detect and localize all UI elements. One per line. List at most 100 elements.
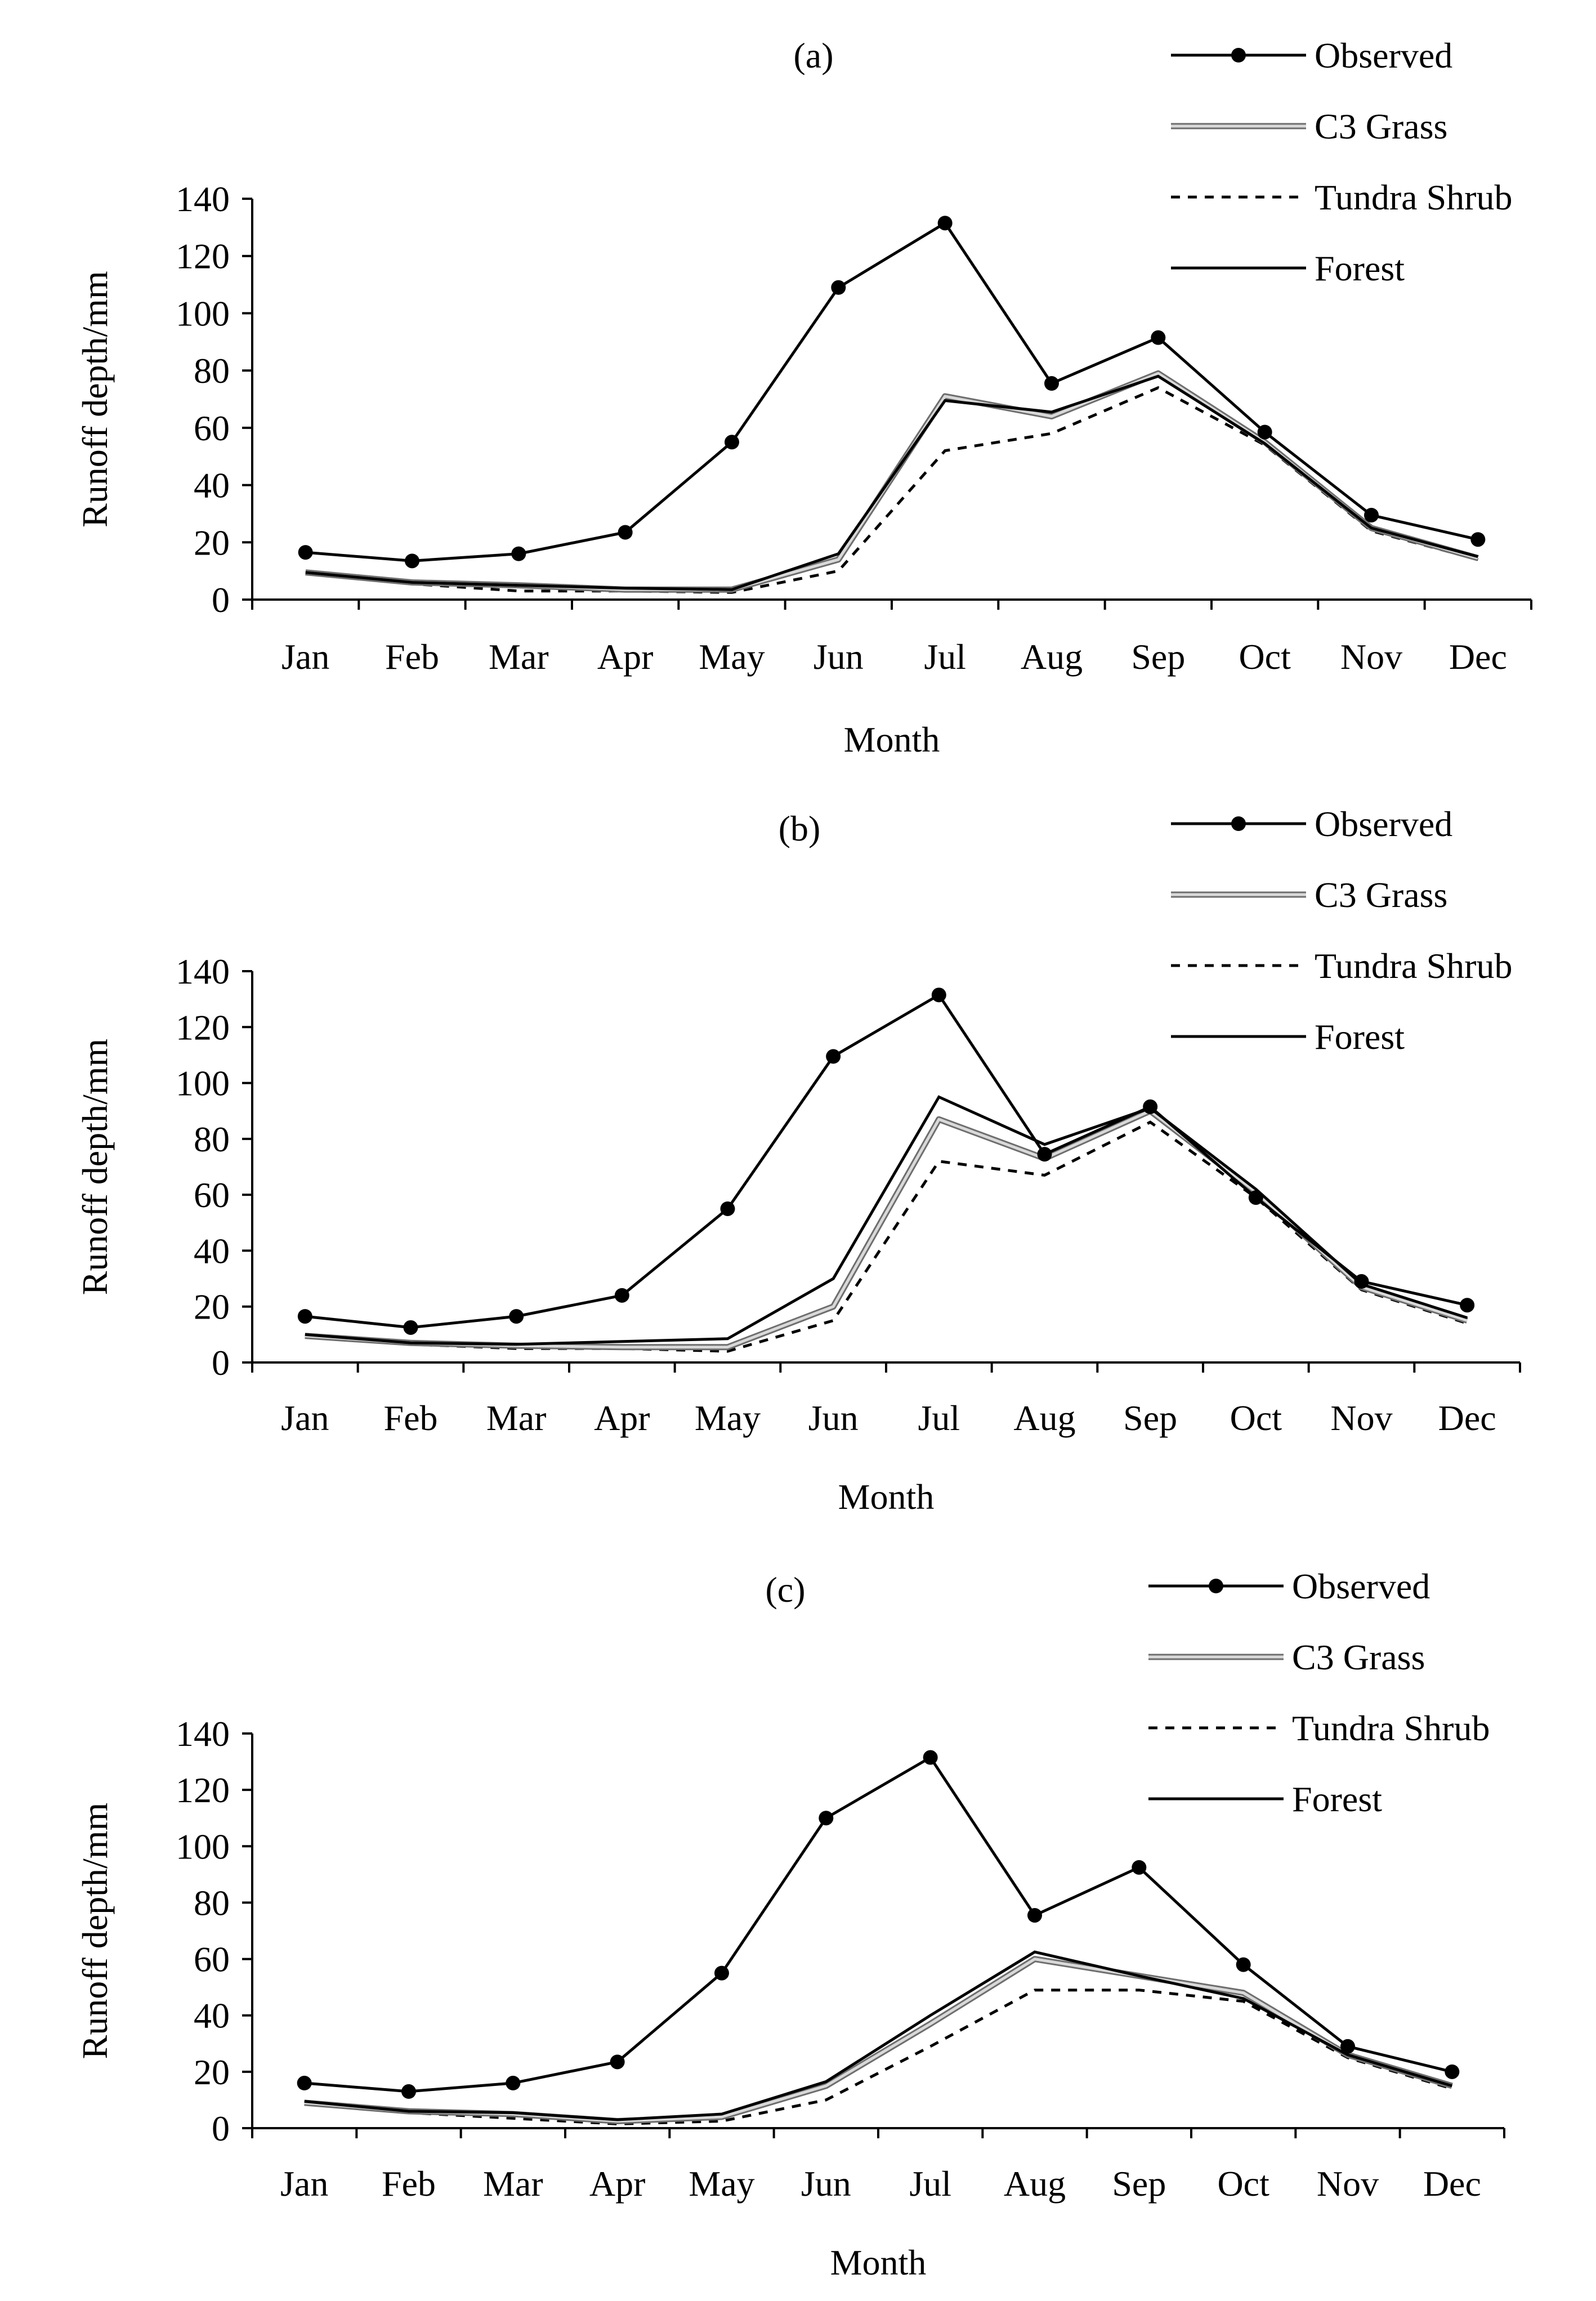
series-observed-point-10 bbox=[1257, 425, 1272, 440]
series-observed-line bbox=[305, 221, 1478, 562]
y-tick-label: 140 bbox=[176, 1714, 230, 1754]
x-tick-label: Aug bbox=[1004, 2164, 1066, 2204]
series-tundra-shrub-line bbox=[305, 386, 1478, 594]
series-observed-point-12 bbox=[1445, 2064, 1460, 2079]
series-observed-point-6 bbox=[819, 1811, 834, 1826]
series-c3-grass-outline bbox=[304, 1956, 1453, 2124]
x-tick-label: Feb bbox=[382, 2164, 436, 2204]
x-tick-label: Apr bbox=[589, 2164, 646, 2204]
x-tick-label: Oct bbox=[1230, 1398, 1282, 1438]
x-axis-title: Month bbox=[830, 2242, 927, 2282]
x-tick-label: Feb bbox=[385, 637, 439, 677]
series-observed-point-10 bbox=[1248, 1190, 1263, 1205]
series-forest-line bbox=[304, 1950, 1453, 2121]
y-tick-label: 80 bbox=[194, 351, 230, 391]
series-forest-line bbox=[305, 1095, 1468, 1346]
y-tick-label: 0 bbox=[212, 1343, 230, 1383]
legend-tundra-shrub-label: Tundra Shrub bbox=[1315, 177, 1512, 217]
x-tick-label: Jan bbox=[280, 2164, 328, 2204]
chart-panel-3: (c) 0 20 40 60 80 100 120 140 Jan Feb Mar Apr May Jun J… bbox=[75, 1566, 1505, 2282]
x-tick-label: Jun bbox=[801, 2164, 851, 2204]
series-observed-point-7 bbox=[937, 216, 953, 231]
chart-title: (b) bbox=[779, 808, 821, 848]
series-observed-point-12 bbox=[1470, 532, 1486, 547]
x-tick-label: Feb bbox=[384, 1398, 438, 1438]
series-observed-point-1 bbox=[297, 1309, 312, 1324]
series-observed-point-1 bbox=[297, 2075, 312, 2090]
series-observed-point-3 bbox=[509, 1309, 524, 1324]
series-c3-grass bbox=[304, 1956, 1453, 2124]
legend: Observed C3 Grass Tundra Shrub Forest bbox=[1171, 804, 1512, 1057]
series-observed-point-3 bbox=[511, 546, 526, 561]
legend-observed-symbol-marker bbox=[1231, 816, 1246, 831]
x-tick-label: Aug bbox=[1021, 637, 1083, 677]
series-observed bbox=[298, 216, 1486, 569]
y-tick-label: 140 bbox=[176, 951, 230, 991]
series-observed-point-9 bbox=[1143, 1099, 1158, 1114]
series-forest bbox=[304, 1950, 1453, 2121]
y-tick-label: 0 bbox=[212, 580, 230, 620]
legend-observed-label: Observed bbox=[1315, 35, 1452, 75]
series-observed-point-1 bbox=[298, 545, 313, 560]
x-tick-label: May bbox=[689, 2164, 754, 2204]
chart-title: (a) bbox=[793, 35, 833, 75]
series-observed-point-7 bbox=[931, 988, 946, 1003]
y-tick-label: 120 bbox=[176, 236, 230, 276]
legend-observed-label: Observed bbox=[1292, 1566, 1430, 1606]
series-observed-point-4 bbox=[610, 2054, 625, 2070]
x-tick-label: Mar bbox=[486, 1398, 547, 1438]
series-observed-point-5 bbox=[720, 1201, 735, 1216]
y-tick-label: 20 bbox=[194, 1287, 230, 1327]
y-tick-label: 40 bbox=[194, 1996, 230, 2036]
legend-c3-grass-label: C3 Grass bbox=[1315, 875, 1447, 915]
y-tick-label: 40 bbox=[194, 1231, 230, 1271]
series-observed-point-11 bbox=[1364, 507, 1379, 522]
series-observed-point-4 bbox=[618, 525, 633, 540]
y-tick-label: 0 bbox=[212, 2108, 230, 2148]
x-tick-label: Dec bbox=[1423, 2164, 1481, 2204]
series-observed-point-2 bbox=[405, 553, 419, 569]
y-tick-label: 120 bbox=[176, 1007, 230, 1047]
series-tundra-shrub-line bbox=[305, 1120, 1468, 1353]
series-observed bbox=[297, 1750, 1460, 2099]
legend-observed-label: Observed bbox=[1315, 804, 1452, 844]
series-observed-point-7 bbox=[923, 1750, 938, 1765]
y-tick-label: 20 bbox=[194, 2052, 230, 2092]
x-tick-label: Apr bbox=[594, 1398, 650, 1438]
y-tick-label: 100 bbox=[176, 293, 230, 333]
x-tick-label: May bbox=[695, 1398, 761, 1438]
x-tick-label: Nov bbox=[1317, 2164, 1379, 2204]
series-tundra-shrub bbox=[305, 386, 1478, 594]
series-forest bbox=[305, 374, 1478, 591]
series-observed bbox=[297, 988, 1475, 1335]
series-observed-line bbox=[304, 1755, 1452, 2093]
legend: Observed C3 Grass Tundra Shrub Forest bbox=[1148, 1566, 1490, 1819]
x-tick-label: Oct bbox=[1239, 637, 1291, 677]
series-observed-point-8 bbox=[1027, 1907, 1042, 1923]
series-observed-point-4 bbox=[614, 1288, 629, 1303]
series-c3-grass-line bbox=[304, 1958, 1453, 2123]
x-tick-label: Jul bbox=[924, 637, 966, 677]
series-observed-point-5 bbox=[714, 1965, 729, 1981]
series-tundra-shrub bbox=[304, 1989, 1453, 2126]
x-axis-title: Month bbox=[844, 720, 940, 759]
y-tick-label: 60 bbox=[194, 1175, 230, 1215]
y-tick-label: 100 bbox=[176, 1826, 230, 1866]
x-tick-label: Jan bbox=[281, 1398, 329, 1438]
x-tick-label: Jun bbox=[813, 637, 864, 677]
legend-observed-symbol-marker bbox=[1231, 48, 1246, 62]
y-axis-title: Runoff depth/mm bbox=[75, 271, 115, 528]
chart-panel-2: (b) 0 20 40 60 80 100 120 140 Jan Feb Mar Apr May Jun J… bbox=[75, 804, 1521, 1517]
series-observed-point-8 bbox=[1037, 1147, 1052, 1162]
series-observed-point-12 bbox=[1460, 1298, 1475, 1313]
legend-tundra-shrub-label: Tundra Shrub bbox=[1315, 946, 1512, 986]
y-tick-label: 60 bbox=[194, 1940, 230, 1980]
series-observed-point-10 bbox=[1236, 1957, 1251, 1972]
x-tick-label: May bbox=[699, 637, 765, 677]
series-observed-point-9 bbox=[1132, 1860, 1147, 1875]
y-tick-label: 80 bbox=[194, 1883, 230, 1923]
legend-forest-label: Forest bbox=[1315, 248, 1405, 288]
series-c3-grass-outline bbox=[305, 1107, 1468, 1351]
x-tick-label: Oct bbox=[1217, 2164, 1269, 2204]
